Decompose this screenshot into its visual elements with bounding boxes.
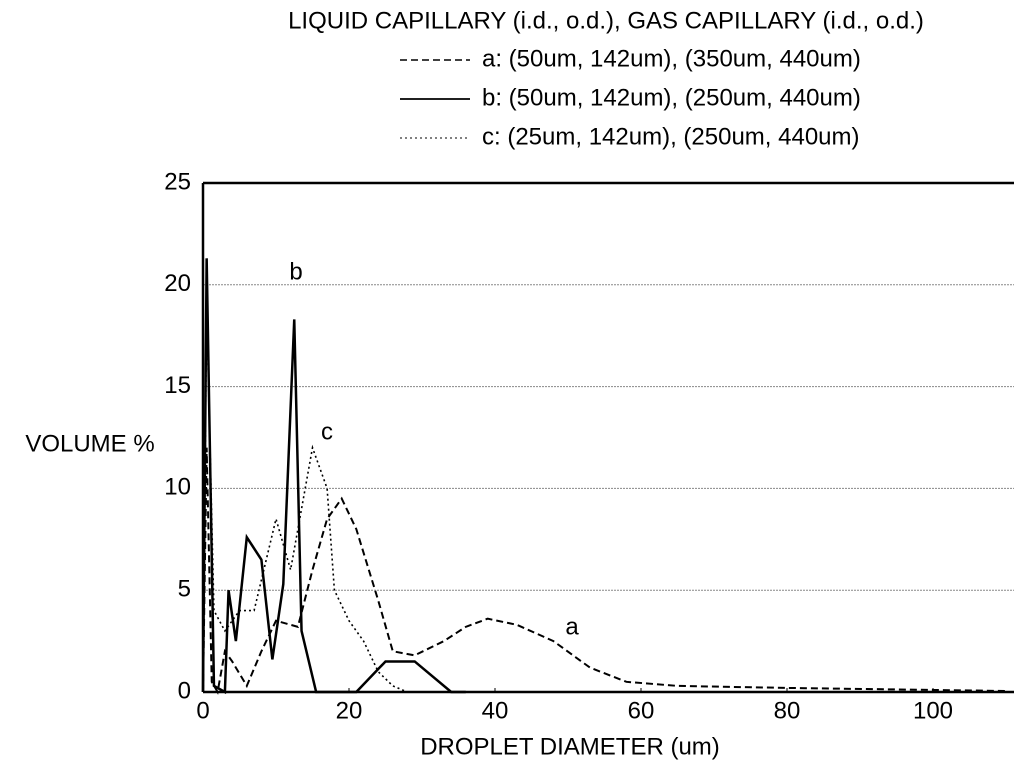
series-line bbox=[202, 305, 408, 693]
y-tick-label: 20 bbox=[164, 270, 191, 297]
series-line bbox=[201, 258, 466, 695]
x-tick-label: 40 bbox=[482, 697, 509, 724]
y-axis-label: VOLUME % bbox=[25, 430, 154, 457]
annotation: b bbox=[289, 258, 302, 285]
x-tick-label: 80 bbox=[774, 697, 801, 724]
annotation: c bbox=[321, 418, 333, 445]
x-tick-label: 0 bbox=[196, 697, 209, 724]
x-axis-label: DROPLET DIAMETER (um) bbox=[420, 733, 720, 760]
series-line bbox=[202, 447, 1007, 695]
y-tick-label: 10 bbox=[164, 474, 191, 501]
y-tick-label: 5 bbox=[178, 576, 191, 603]
annotation: a bbox=[565, 613, 579, 640]
y-tick-label: 15 bbox=[164, 372, 191, 399]
y-tick-label: 25 bbox=[164, 168, 191, 195]
x-tick-label: 100 bbox=[913, 697, 953, 724]
x-tick-label: 20 bbox=[336, 697, 363, 724]
legend-label: c: (25um, 142um), (250um, 440um) bbox=[482, 123, 860, 150]
y-tick-label: 0 bbox=[178, 677, 191, 704]
legend-label: b: (50um, 142um), (250um, 440um) bbox=[482, 84, 861, 111]
chart-title: LIQUID CAPILLARY (i.d., o.d.), GAS CAPIL… bbox=[288, 7, 924, 34]
x-tick-label: 60 bbox=[628, 697, 655, 724]
legend-label: a: (50um, 142um), (350um, 440um) bbox=[482, 45, 861, 72]
